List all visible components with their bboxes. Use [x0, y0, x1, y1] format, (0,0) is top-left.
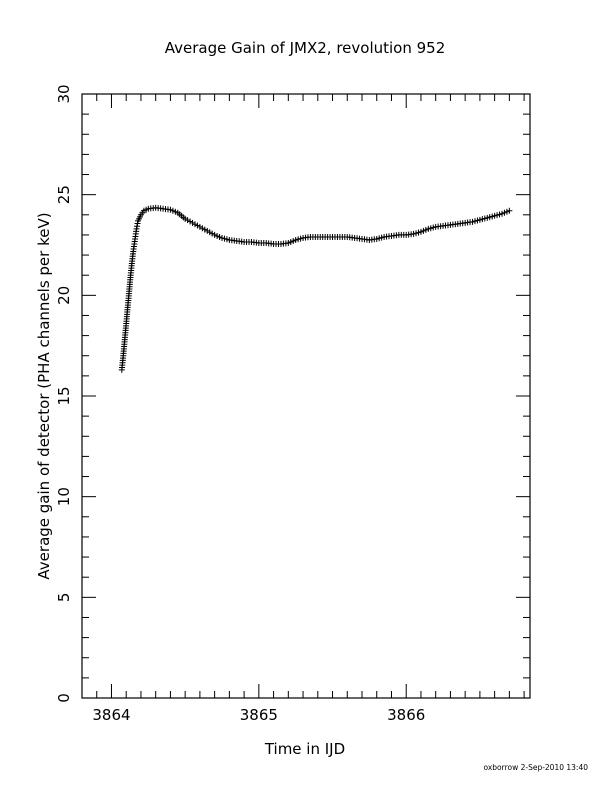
y-tick-label: 5	[55, 593, 73, 603]
y-tick-label: 30	[55, 84, 73, 103]
x-axis-ticks	[81, 94, 525, 698]
x-tick-label: 3866	[387, 706, 425, 724]
footer-credit: oxborrow 2-Sep-2010 13:40	[483, 763, 588, 772]
y-axis-label: Average gain of detector (PHA channels p…	[35, 212, 53, 579]
y-tick-label: 0	[55, 693, 73, 703]
x-tick-label: 3864	[92, 706, 130, 724]
y-tick-label: 20	[55, 286, 73, 305]
y-axis-tick-labels: 0 5 10 15 20 25 30	[55, 84, 73, 702]
y-tick-label: 25	[55, 185, 73, 204]
x-axis-tick-labels: 3864 3865 3866	[92, 706, 425, 724]
data-point	[506, 207, 513, 214]
plot-frame	[81, 93, 531, 699]
x-tick-label: 3865	[240, 706, 278, 724]
y-tick-label: 10	[55, 487, 73, 506]
y-tick-label: 15	[55, 386, 73, 405]
x-axis-label: Time in IJD	[264, 740, 345, 758]
chart-title: Average Gain of JMX2, revolution 952	[165, 39, 446, 57]
y-axis-ticks	[82, 93, 530, 699]
data-series	[118, 204, 513, 373]
